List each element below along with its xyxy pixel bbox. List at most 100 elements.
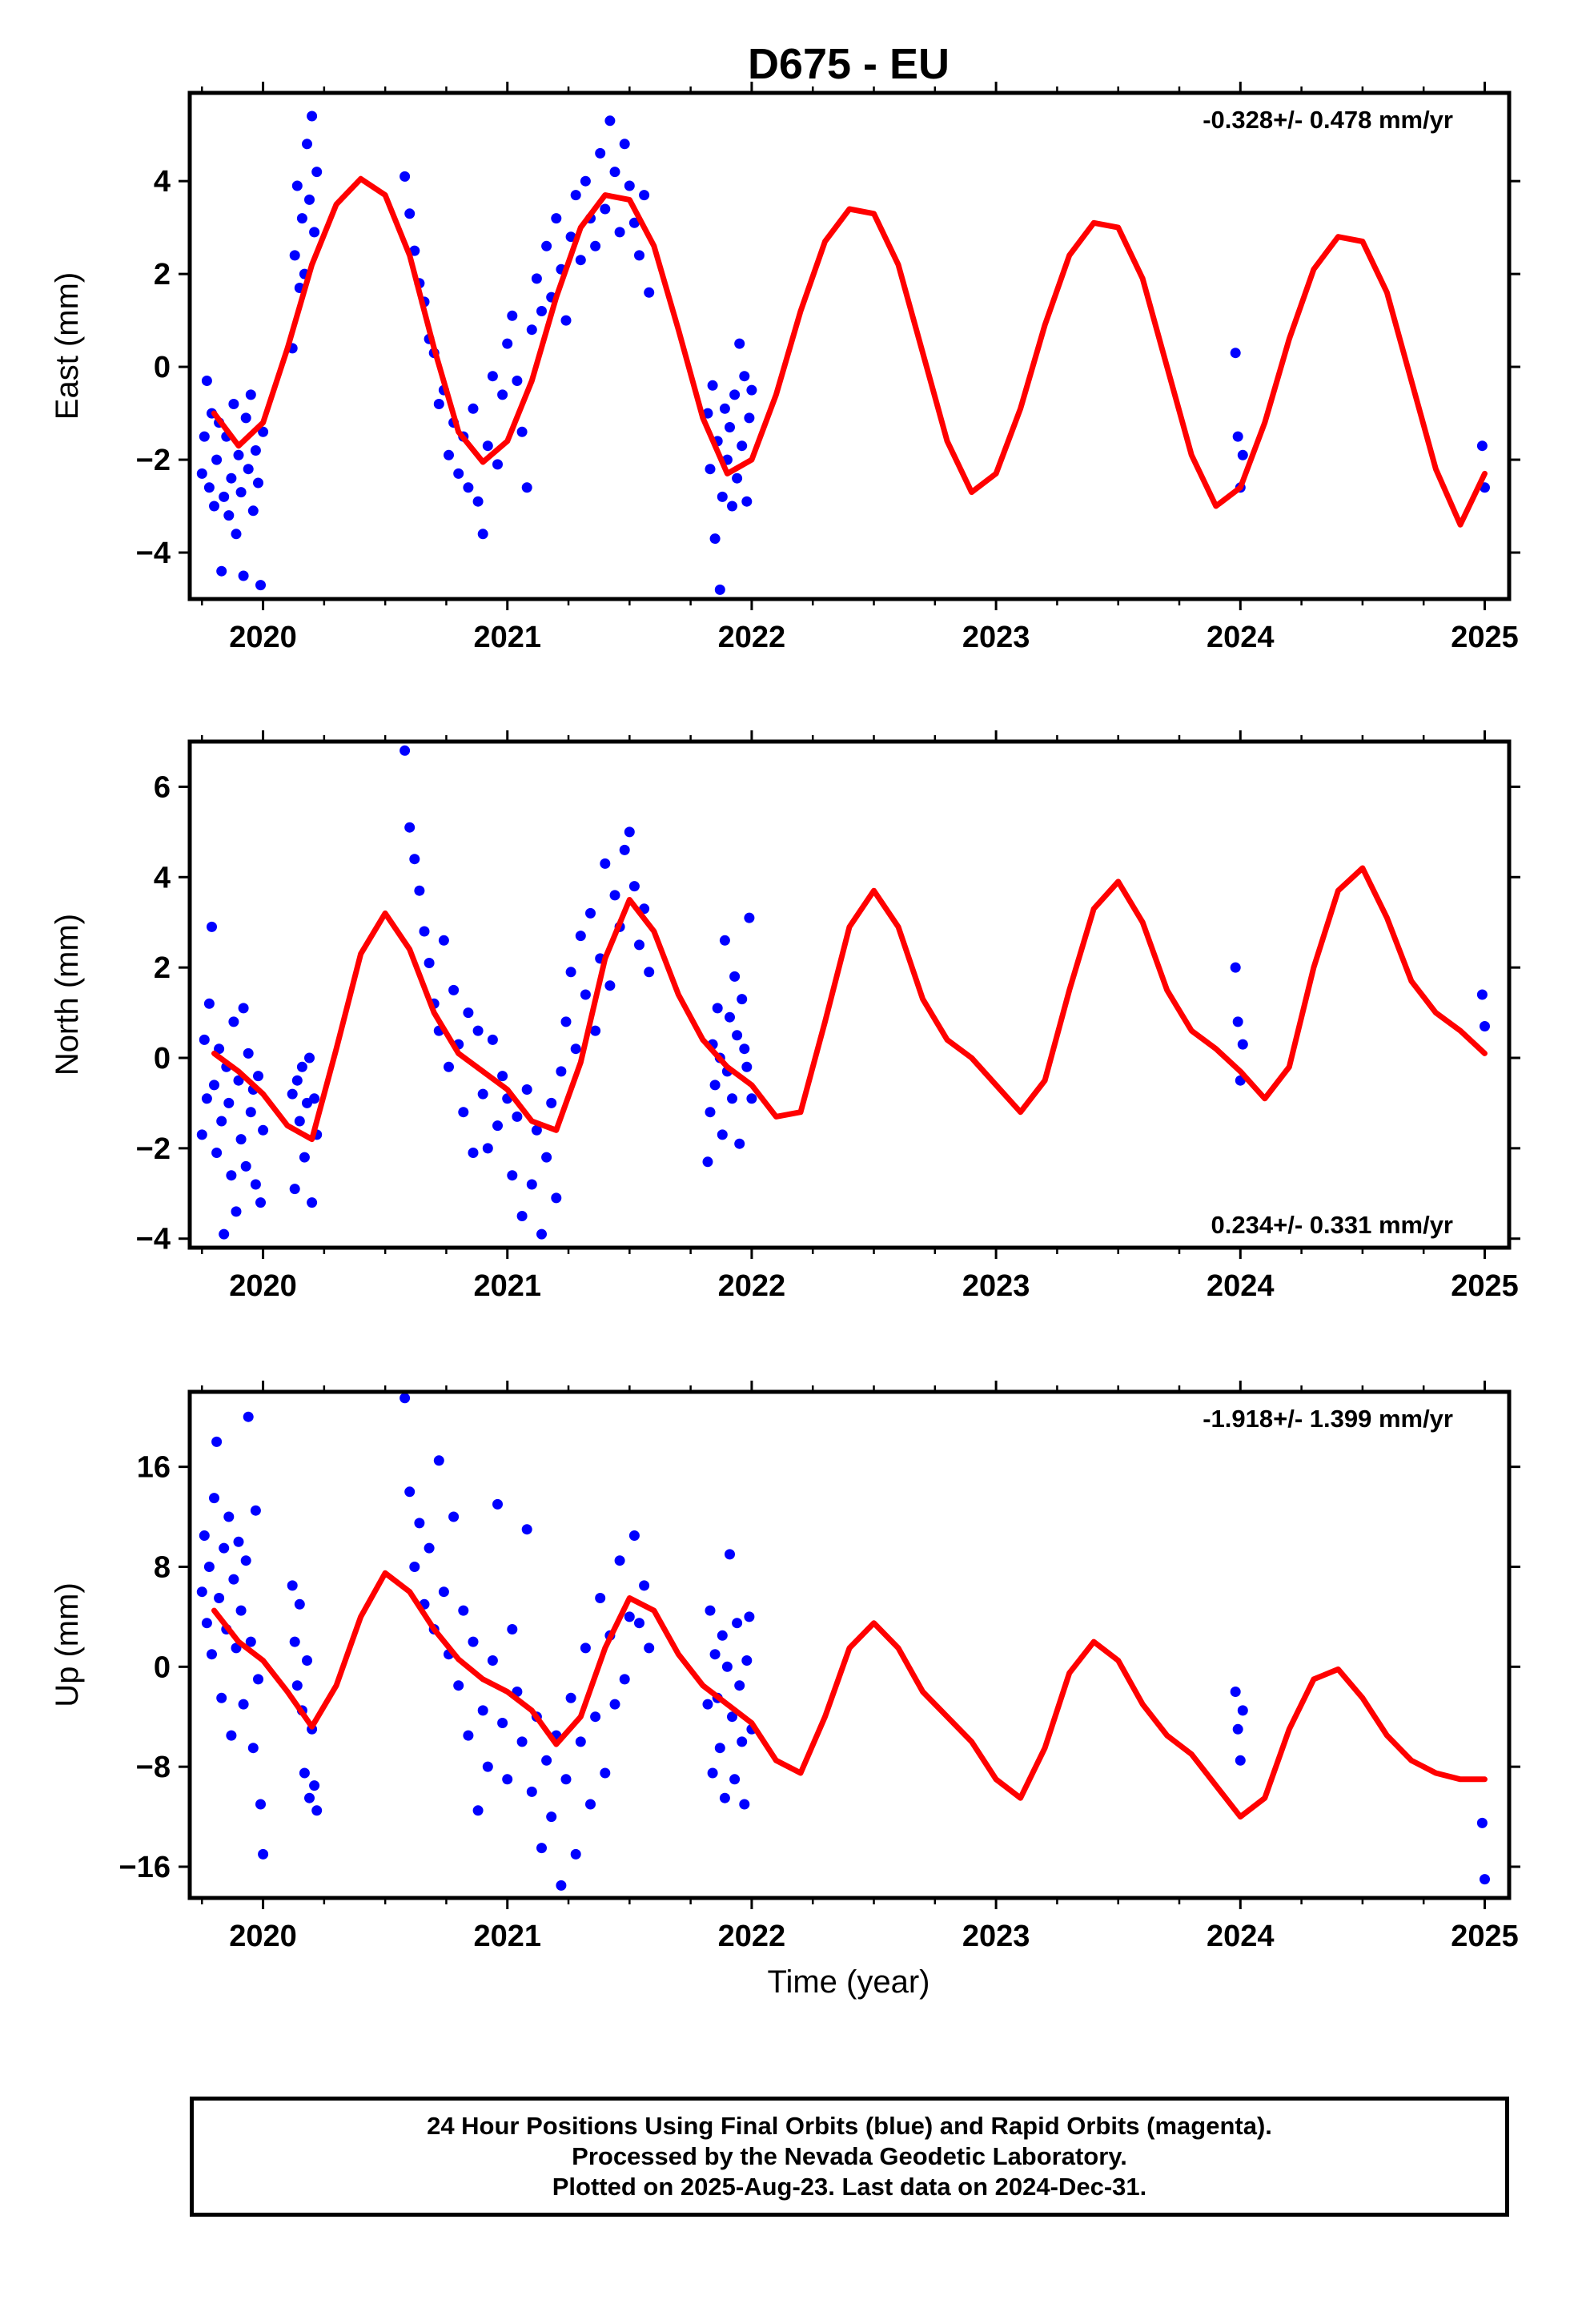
data-point	[458, 1605, 469, 1616]
data-point	[253, 477, 263, 489]
data-point	[737, 994, 748, 1005]
data-point	[624, 826, 635, 838]
x-tick-label: 2021	[473, 1920, 541, 1953]
footer-line-1: 24 Hour Positions Using Final Orbits (bl…	[427, 2112, 1272, 2140]
data-point	[556, 1066, 567, 1077]
data-point	[258, 1124, 269, 1136]
data-point	[712, 1003, 723, 1014]
data-point	[482, 1761, 493, 1772]
model-curve	[211, 175, 1488, 528]
data-point	[294, 1598, 305, 1610]
data-point	[216, 1692, 227, 1703]
data-point	[551, 213, 562, 224]
data-point	[458, 1107, 469, 1118]
data-point	[502, 1774, 513, 1785]
data-point	[240, 412, 251, 424]
data-point	[226, 1730, 237, 1741]
plot-frame	[187, 1389, 1512, 1900]
data-points	[196, 1393, 1490, 1891]
y-tick-label: 4	[154, 861, 171, 895]
data-point	[409, 854, 420, 865]
data-point	[570, 1848, 581, 1860]
data-point	[1476, 989, 1488, 1000]
y-tick-label: 8	[154, 1550, 171, 1584]
data-point	[199, 431, 210, 442]
x-tick-label: 2021	[473, 1269, 541, 1303]
data-point	[744, 912, 755, 923]
data-point	[453, 468, 464, 479]
data-point	[744, 412, 755, 424]
data-point	[472, 1025, 484, 1036]
data-point	[209, 1080, 219, 1091]
data-point	[463, 482, 474, 493]
y-tick-label: −8	[136, 1751, 171, 1784]
y-tick-label: −16	[119, 1851, 171, 1884]
data-point	[203, 482, 215, 493]
x-tick-label: 2024	[1207, 1920, 1275, 1953]
data-point	[238, 570, 249, 581]
data-point	[609, 167, 620, 178]
data-point	[739, 1799, 750, 1810]
data-point	[590, 240, 601, 251]
data-point	[245, 1107, 256, 1118]
data-point	[744, 1611, 755, 1622]
data-point	[719, 403, 730, 414]
data-point	[717, 491, 728, 502]
data-point	[453, 1680, 464, 1691]
data-point	[634, 250, 644, 261]
data-point	[705, 1107, 716, 1118]
data-point	[424, 958, 435, 968]
data-point	[209, 501, 219, 512]
x-tick-label: 2023	[962, 1269, 1030, 1303]
x-tick-label: 2022	[718, 1269, 786, 1303]
data-point	[207, 921, 217, 932]
data-point	[729, 1774, 741, 1785]
data-point	[580, 1642, 591, 1654]
data-point	[570, 190, 581, 201]
data-point	[226, 472, 237, 484]
data-point	[289, 250, 300, 261]
data-point	[507, 1170, 518, 1181]
data-point	[472, 1805, 484, 1816]
data-point	[243, 1411, 254, 1422]
data-point	[531, 273, 542, 284]
data-point	[725, 1011, 735, 1023]
data-point	[732, 1030, 743, 1041]
data-point	[497, 1071, 508, 1082]
data-point	[289, 1184, 300, 1195]
data-point	[1476, 1817, 1488, 1828]
data-point	[604, 115, 616, 127]
data-point	[590, 1711, 601, 1723]
data-point	[409, 245, 420, 256]
data-point	[226, 1170, 237, 1181]
data-point	[600, 203, 611, 215]
data-point	[235, 1605, 247, 1616]
data-point	[531, 1124, 542, 1136]
data-point	[245, 1636, 256, 1647]
y-tick-label: −2	[136, 1132, 171, 1166]
data-point	[536, 1228, 547, 1240]
data-point	[287, 1580, 298, 1591]
data-point	[628, 217, 640, 228]
data-point	[255, 1799, 266, 1810]
data-point	[546, 1811, 557, 1823]
data-point	[487, 1034, 498, 1045]
data-point	[201, 1618, 212, 1629]
data-point	[203, 998, 215, 1009]
data-point	[309, 227, 320, 238]
data-point	[609, 1699, 620, 1710]
data-point	[737, 440, 748, 452]
data-point	[477, 1705, 488, 1716]
data-point	[199, 1530, 210, 1541]
data-point	[705, 1605, 716, 1616]
data-point	[536, 306, 547, 316]
rate-label: -0.328+/- 0.478 mm/yr	[1203, 106, 1453, 134]
data-point	[634, 1618, 644, 1629]
data-point	[746, 1093, 757, 1104]
data-point	[609, 890, 620, 901]
data-point	[291, 1075, 303, 1086]
data-point	[570, 1043, 581, 1055]
data-point	[304, 1792, 315, 1803]
y-tick-label: 16	[137, 1451, 171, 1485]
data-point	[307, 111, 318, 122]
